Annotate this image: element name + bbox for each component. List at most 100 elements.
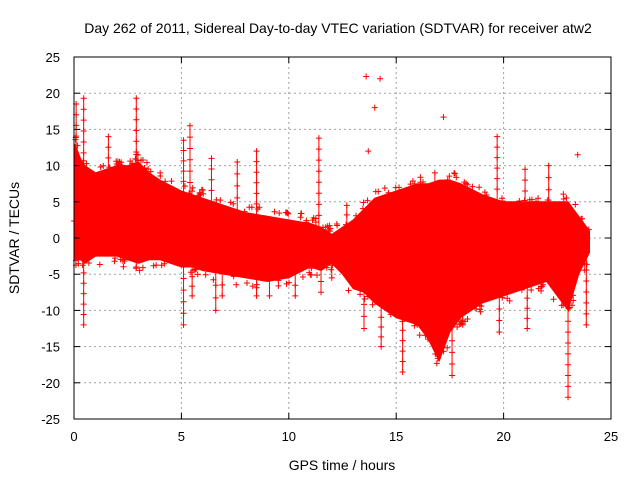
spike-point	[343, 211, 350, 218]
y-tick-label: 5	[53, 195, 60, 210]
data-point	[150, 262, 157, 269]
spike-tip	[80, 95, 87, 102]
data-point	[359, 205, 366, 212]
spike-tip	[378, 343, 385, 350]
x-tick-label: 15	[389, 429, 403, 444]
data-point	[118, 162, 125, 169]
spike-point	[253, 284, 260, 291]
data-point	[483, 191, 490, 198]
spike-point	[360, 301, 367, 308]
data-point	[112, 255, 119, 262]
spike-tip	[494, 133, 501, 140]
data-point	[424, 336, 431, 343]
data-point	[345, 287, 352, 294]
x-tick-label: 20	[496, 429, 510, 444]
data-point	[540, 281, 547, 288]
data-point	[444, 344, 451, 351]
data-point	[312, 219, 319, 226]
spike-tip	[292, 292, 299, 299]
data-point	[451, 170, 458, 177]
data-point	[464, 181, 471, 188]
x-axis-label: GPS time / hours	[289, 457, 396, 473]
data-point	[121, 258, 128, 265]
spike-point	[80, 138, 87, 145]
spike-point	[565, 329, 572, 336]
spike-point	[80, 149, 87, 156]
data-point	[473, 305, 480, 312]
data-point	[129, 160, 136, 167]
spike-point	[234, 194, 241, 201]
spike-tip	[105, 133, 112, 140]
spike-tip	[545, 162, 552, 169]
spike-point	[583, 299, 590, 306]
data-point	[585, 226, 592, 233]
x-tick-label: 10	[282, 429, 296, 444]
y-axis-label: SDTVAR / TECUs	[6, 182, 22, 294]
data-point	[323, 264, 330, 271]
data-point	[181, 183, 188, 190]
data-point	[299, 273, 306, 280]
data-band	[73, 143, 591, 363]
x-tick-label: 0	[70, 429, 77, 444]
data-point	[328, 266, 335, 273]
data-point	[202, 271, 209, 278]
spike-point	[545, 174, 552, 181]
spike-point	[180, 168, 187, 175]
data-point	[416, 332, 423, 339]
spike-tip	[360, 325, 367, 332]
data-point	[333, 220, 340, 227]
data-point	[217, 197, 224, 204]
spike-point	[315, 179, 322, 186]
spike-point	[253, 200, 260, 207]
spike-point	[583, 310, 590, 317]
spike-point	[565, 318, 572, 325]
spike-point	[186, 134, 193, 141]
spike-tip	[80, 321, 87, 328]
data-point	[197, 191, 204, 198]
data-point	[381, 185, 388, 192]
data-point	[157, 173, 164, 180]
spike-point	[565, 361, 572, 368]
spike-point	[583, 288, 590, 295]
spike-point	[399, 348, 406, 355]
data-point	[286, 279, 293, 286]
data-point	[198, 186, 205, 193]
spike-point	[80, 311, 87, 318]
spike-point	[524, 295, 531, 302]
data-point	[411, 322, 418, 329]
spike-point	[399, 358, 406, 365]
spike-tip	[315, 135, 322, 142]
data-point	[120, 263, 127, 270]
data-point	[141, 165, 148, 172]
data-point	[187, 269, 194, 276]
spike-point	[360, 313, 367, 320]
spike-point	[494, 175, 501, 182]
spike-point	[80, 128, 87, 135]
spike-point	[399, 337, 406, 344]
data-point	[158, 262, 165, 269]
spike-tip	[431, 169, 438, 176]
data-point	[414, 321, 421, 328]
data-point	[194, 271, 201, 278]
data-point	[283, 280, 290, 287]
spike-point	[189, 273, 196, 280]
data-point	[375, 188, 382, 195]
spike-point	[378, 333, 385, 340]
spike-tip	[328, 274, 335, 281]
data-point	[516, 198, 523, 205]
spike-point	[565, 372, 572, 379]
spike-point	[180, 147, 187, 154]
data-point	[451, 170, 458, 177]
spike-point	[318, 278, 325, 285]
spike-tip	[253, 148, 260, 155]
spike-tip	[371, 104, 378, 111]
spike-point	[208, 166, 215, 173]
data-point	[83, 160, 90, 167]
spike-tip	[363, 73, 370, 80]
spike-point	[80, 106, 87, 113]
y-tick-label: -20	[41, 376, 60, 391]
data-point	[319, 224, 326, 231]
spike-point	[522, 187, 529, 194]
data-point	[446, 173, 453, 180]
data-point	[275, 282, 282, 289]
